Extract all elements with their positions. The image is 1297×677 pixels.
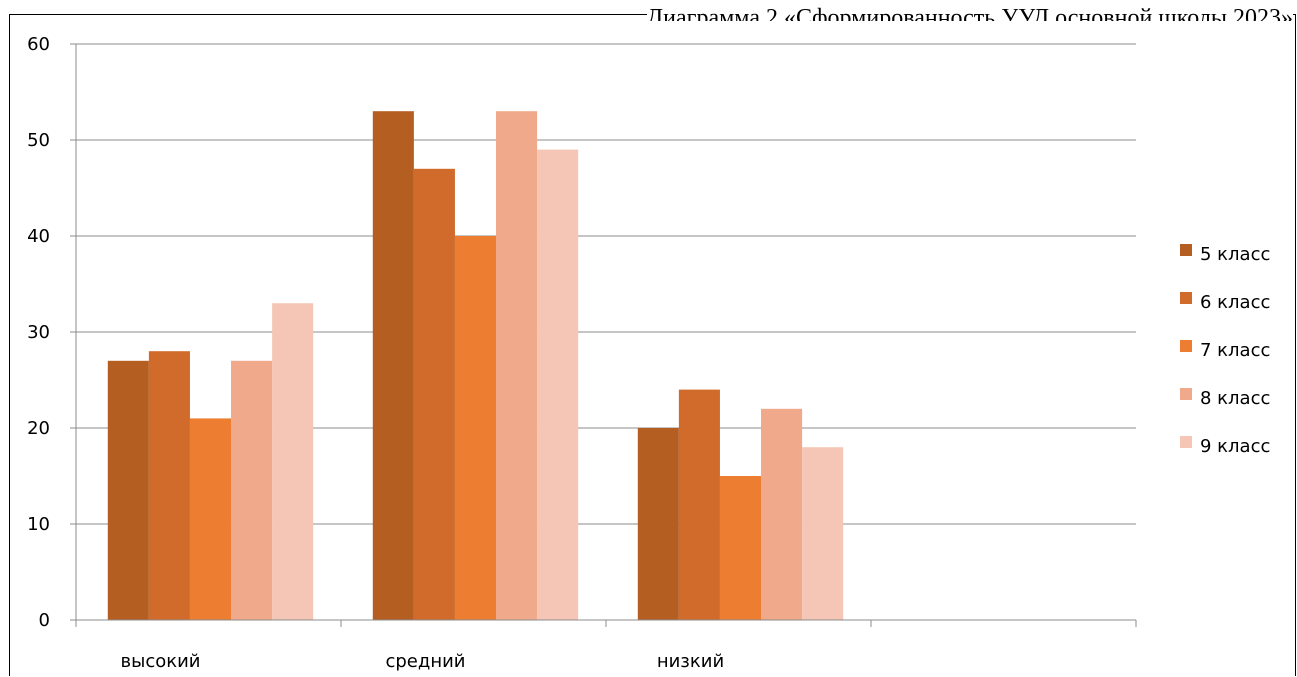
legend-label: 8 класс bbox=[1200, 388, 1270, 409]
bar-7-класс-2 bbox=[719, 476, 762, 620]
legend-label: 5 класс bbox=[1200, 244, 1270, 265]
y-tick-label: 10 bbox=[27, 514, 50, 535]
legend-label: 9 класс bbox=[1200, 436, 1270, 457]
bar-7-класс-0 bbox=[189, 418, 232, 620]
x-tick-label: высокий bbox=[121, 651, 201, 672]
bar-5-класс-2 bbox=[637, 428, 679, 620]
bars bbox=[107, 111, 844, 621]
y-tick-label: 50 bbox=[27, 130, 50, 151]
legend-swatch bbox=[1180, 388, 1192, 400]
bar-8-класс-2 bbox=[761, 408, 803, 620]
bar-9-класс-2 bbox=[802, 447, 844, 620]
bar-8-класс-0 bbox=[231, 360, 273, 620]
y-tick-label: 40 bbox=[27, 226, 50, 247]
legend-swatch bbox=[1180, 436, 1192, 448]
legend: 5 класс 6 класс 7 класс 8 класс 9 класс bbox=[1180, 244, 1270, 457]
legend-label: 7 класс bbox=[1200, 340, 1270, 361]
bar-8-класс-1 bbox=[496, 111, 538, 620]
bar-5-класс-0 bbox=[107, 360, 149, 620]
bar-7-класс-1 bbox=[454, 236, 497, 620]
bar-6-класс-0 bbox=[148, 351, 190, 620]
chart-frame: Диаграмма 2 «Сформированность УУД основн… bbox=[9, 7, 1296, 676]
y-tick-label: 0 bbox=[39, 610, 50, 631]
y-tick-label: 20 bbox=[27, 418, 50, 439]
bar-6-класс-2 bbox=[678, 389, 720, 620]
y-tick-label: 30 bbox=[27, 322, 50, 343]
chart-title: Диаграмма 2 «Сформированность УУД основн… bbox=[646, 7, 1293, 21]
x-tick-label: средний bbox=[385, 651, 465, 672]
axes: 0 10 20 30 40 50 60 высокий средний низкий bbox=[27, 34, 1137, 672]
legend-label: 6 класс bbox=[1200, 292, 1270, 313]
x-tick-label: низкий bbox=[657, 651, 724, 672]
y-tick-label: 60 bbox=[27, 34, 50, 55]
bar-9-класс-0 bbox=[272, 303, 314, 620]
bar-5-класс-1 bbox=[372, 111, 414, 620]
legend-swatch bbox=[1180, 244, 1192, 256]
legend-swatch bbox=[1180, 340, 1192, 352]
bar-6-класс-1 bbox=[413, 168, 455, 621]
legend-swatch bbox=[1180, 292, 1192, 304]
bar-9-класс-1 bbox=[537, 149, 579, 620]
